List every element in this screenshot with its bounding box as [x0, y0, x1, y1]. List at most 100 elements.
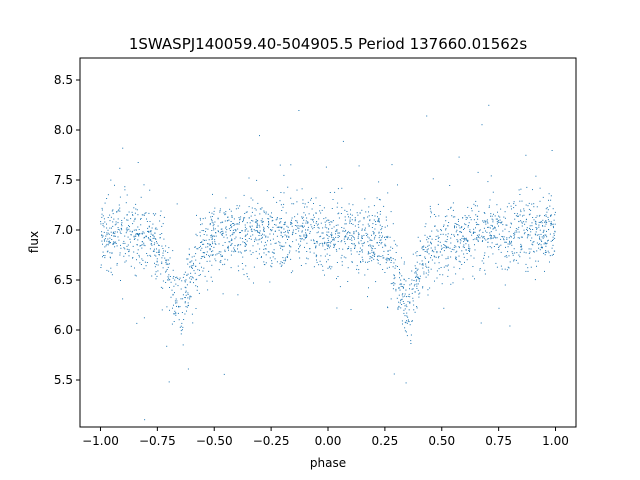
- data-point: [320, 212, 322, 214]
- data-point: [416, 307, 418, 309]
- data-point: [286, 236, 288, 238]
- data-point: [207, 228, 209, 230]
- data-point: [542, 237, 544, 239]
- data-point: [290, 272, 292, 274]
- data-point: [521, 248, 523, 250]
- data-point: [328, 219, 330, 221]
- data-point: [272, 226, 274, 228]
- data-point: [501, 221, 503, 223]
- data-point: [193, 270, 195, 272]
- data-point: [455, 246, 457, 248]
- data-point: [510, 222, 512, 224]
- data-point: [132, 223, 134, 225]
- data-point: [402, 296, 404, 298]
- data-point: [290, 164, 292, 166]
- data-point: [214, 221, 216, 223]
- data-point: [429, 235, 431, 237]
- data-point: [418, 296, 420, 298]
- data-point: [545, 223, 547, 225]
- data-point: [327, 219, 329, 221]
- data-point: [105, 235, 107, 237]
- data-point: [230, 224, 232, 226]
- data-point: [192, 267, 193, 269]
- data-point: [350, 253, 352, 255]
- data-point: [296, 222, 298, 224]
- data-point: [545, 234, 547, 236]
- data-point: [196, 214, 197, 216]
- data-point: [427, 248, 429, 250]
- data-point: [495, 262, 497, 264]
- data-point: [290, 223, 292, 225]
- data-point: [159, 220, 161, 222]
- data-point: [112, 221, 114, 223]
- data-point: [327, 242, 329, 243]
- data-point: [477, 215, 479, 217]
- data-point: [143, 237, 145, 239]
- data-point: [436, 270, 438, 272]
- data-point: [532, 189, 533, 191]
- data-point: [543, 236, 545, 238]
- data-point: [144, 419, 146, 421]
- data-point: [303, 239, 305, 241]
- data-point: [161, 257, 163, 259]
- data-point: [472, 266, 474, 267]
- data-point: [393, 278, 395, 280]
- data-point: [380, 243, 382, 245]
- data-point: [147, 230, 149, 232]
- data-point: [152, 223, 154, 225]
- data-point: [232, 232, 234, 234]
- data-point: [106, 232, 108, 234]
- data-point: [270, 265, 272, 267]
- data-point: [527, 205, 529, 207]
- data-point: [184, 313, 186, 315]
- data-point: [102, 223, 104, 225]
- data-point: [534, 220, 536, 222]
- data-point: [447, 264, 449, 266]
- data-point: [109, 214, 111, 216]
- data-point: [263, 228, 265, 230]
- data-point: [536, 215, 538, 217]
- data-point: [348, 246, 350, 248]
- data-point: [435, 215, 437, 217]
- data-point: [550, 215, 552, 217]
- data-point: [454, 225, 456, 227]
- data-point: [447, 225, 449, 227]
- data-point: [446, 246, 448, 248]
- data-point: [548, 193, 550, 195]
- data-point: [354, 243, 355, 245]
- data-point: [120, 247, 122, 249]
- data-point: [119, 196, 121, 198]
- data-point: [474, 231, 476, 233]
- data-point: [378, 198, 380, 200]
- data-point: [235, 208, 237, 210]
- data-point: [243, 194, 245, 196]
- data-point: [387, 237, 389, 239]
- data-point: [492, 221, 494, 223]
- data-point: [114, 231, 116, 233]
- data-point: [410, 343, 412, 344]
- data-point: [128, 228, 130, 230]
- data-point: [336, 230, 338, 232]
- data-point: [513, 234, 515, 236]
- data-point: [404, 305, 406, 307]
- data-point: [414, 291, 416, 293]
- data-point: [511, 244, 513, 246]
- data-point: [304, 246, 305, 248]
- data-point: [290, 258, 292, 260]
- data-point: [190, 296, 192, 298]
- data-point: [307, 221, 309, 223]
- data-point: [445, 228, 447, 230]
- data-point: [476, 238, 478, 240]
- data-point: [193, 282, 194, 284]
- data-point: [225, 231, 227, 233]
- x-tick-label: 1.00: [542, 434, 569, 448]
- data-point: [302, 222, 304, 224]
- data-point: [351, 237, 352, 239]
- data-point: [287, 229, 289, 231]
- data-point: [231, 238, 233, 240]
- data-point: [498, 245, 500, 247]
- data-point: [397, 266, 398, 267]
- data-point: [347, 238, 349, 240]
- data-point: [176, 305, 177, 307]
- data-point: [479, 268, 481, 269]
